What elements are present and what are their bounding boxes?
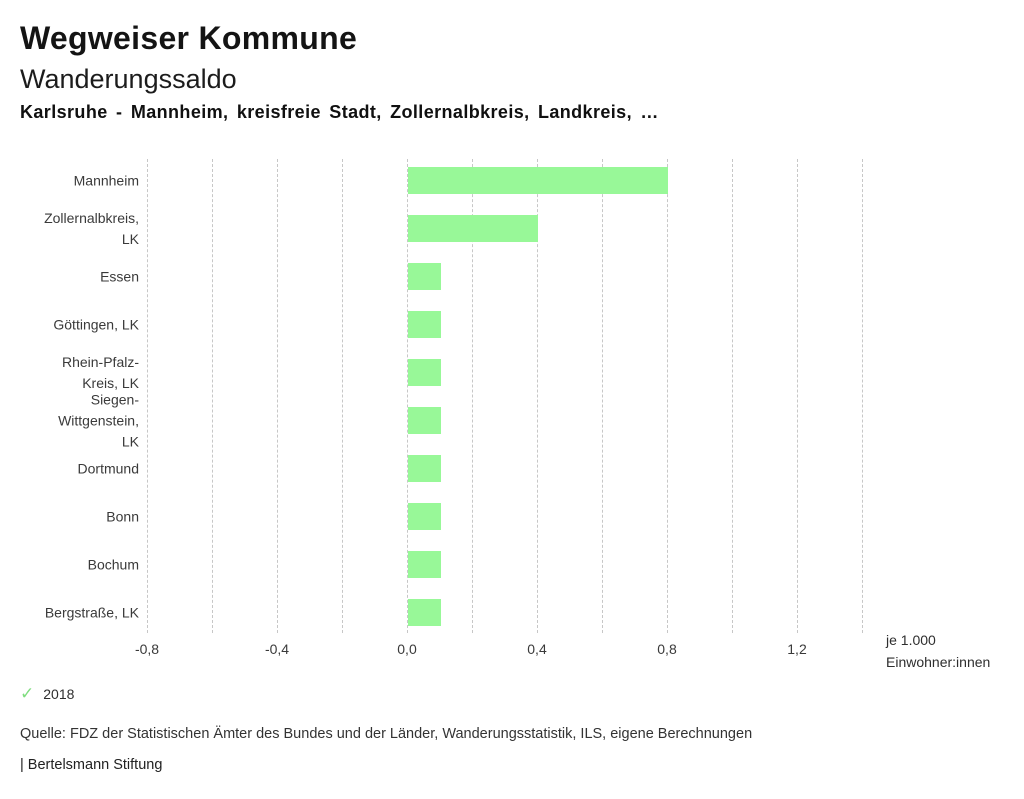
category-label: Dortmund — [77, 460, 139, 476]
x-tick-label: 0,0 — [397, 641, 417, 657]
axis-unit-line-1: je 1.000 — [886, 632, 936, 648]
indicator-title: Wanderungssaldo — [20, 64, 237, 94]
bar — [408, 215, 538, 242]
category-label: Rhein-Pfalz- Kreis, LK — [61, 353, 139, 391]
check-icon: ✓ — [20, 684, 35, 703]
bar — [408, 503, 441, 530]
x-tick-label: 0,4 — [527, 641, 547, 657]
page-title: Wegweiser Kommune — [20, 20, 358, 56]
category-label: Bochum — [87, 556, 139, 572]
category-label: Siegen- Wittgenstein, LK — [58, 391, 139, 449]
axis-unit-line-2: Einwohner:innen — [886, 653, 991, 670]
gridline — [797, 159, 798, 633]
gridline — [147, 159, 148, 633]
bar — [408, 455, 441, 482]
x-tick-label: 1,2 — [787, 641, 807, 657]
bar — [408, 599, 441, 626]
category-label: Bonn — [106, 508, 139, 524]
gridline — [602, 159, 603, 633]
legend-item-2018[interactable]: ✓ 2018 — [20, 685, 74, 702]
bar — [408, 551, 441, 578]
gridline — [537, 159, 538, 633]
region-filter-line: Karlsruhe - Mannheim, kreisfreie Stadt, … — [20, 102, 659, 122]
legend-year-label: 2018 — [43, 685, 75, 702]
gridline — [277, 159, 278, 633]
x-tick-label: 0,8 — [657, 641, 677, 657]
bar — [408, 407, 441, 434]
category-label: Bergstraße, LK — [44, 604, 139, 620]
branding-text: | Bertelsmann Stiftung — [20, 757, 163, 773]
source-text: Quelle: FDZ der Statistischen Ämter des … — [20, 726, 753, 742]
category-label: Göttingen, LK — [53, 316, 139, 332]
gridline — [862, 159, 863, 633]
bar — [408, 263, 441, 290]
bar — [408, 359, 441, 386]
gridline — [732, 159, 733, 633]
gridline — [342, 159, 343, 633]
gridline — [212, 159, 213, 633]
gridline — [667, 159, 668, 633]
category-label: Essen — [100, 268, 139, 284]
category-label: Zollernalbkreis, LK — [44, 209, 139, 247]
category-label: Mannheim — [73, 172, 139, 188]
axis-unit-label: je 1.000 Einwohner:innen — [886, 630, 990, 673]
x-tick-label: -0,8 — [134, 641, 160, 657]
bar — [408, 311, 441, 338]
gridline — [472, 159, 473, 633]
gridline — [407, 159, 408, 633]
bar — [408, 167, 668, 194]
x-tick-label: -0,4 — [264, 641, 290, 657]
